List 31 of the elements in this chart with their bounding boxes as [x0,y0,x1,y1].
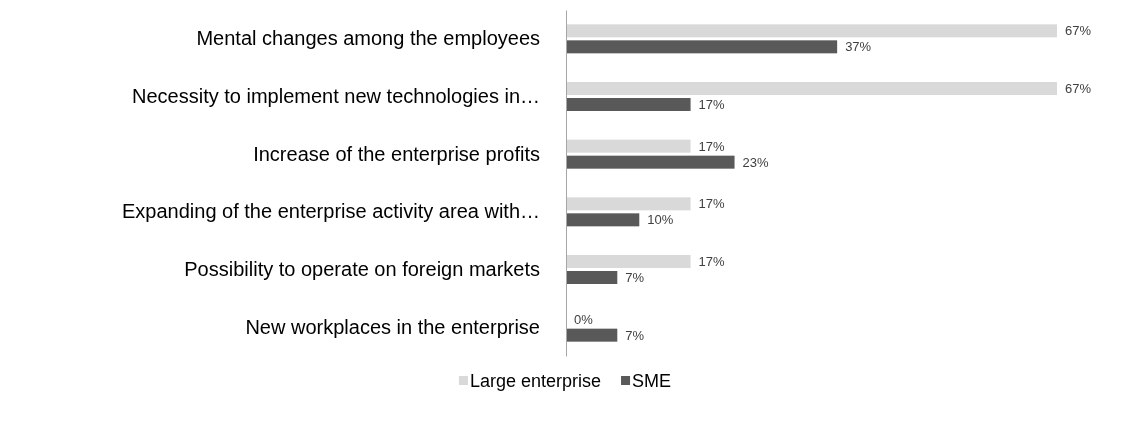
data-label: 67% [1065,81,1092,97]
data-label: 17% [698,97,726,113]
legend-label: SME [632,371,672,392]
data-label: 7% [625,270,645,286]
data-label: 37% [845,39,872,55]
data-label: 10% [647,212,674,228]
bar [566,328,618,342]
bar [566,155,735,169]
bar [566,139,691,153]
data-label: 7% [625,327,645,343]
y-tick-label: Mental changes among the employees [196,27,540,50]
y-tick-label: Increase of the enterprise profits [253,142,540,165]
bar [566,98,691,111]
bar [566,82,1057,95]
bar [566,24,1057,38]
data-label: 0% [574,311,594,327]
y-tick-label: Expanding of the enterprise activity area with… [122,200,540,223]
data-label: 23% [742,154,770,170]
bar [566,197,691,211]
data-label: 17% [698,196,726,212]
bar [566,255,691,268]
y-tick-label: Possibility to operate on foreign markets [184,257,540,280]
y-tick-label: Necessity to implement new technologies in… [132,84,540,107]
bar [566,213,640,227]
bar [566,271,618,284]
bar [566,40,838,54]
y-tick-label: New workplaces in the enterprise [245,315,540,338]
data-label: 17% [698,254,726,270]
data-label: 67% [1065,23,1092,39]
data-label: 17% [698,138,726,154]
legend-label: Large enterprise [469,371,602,392]
